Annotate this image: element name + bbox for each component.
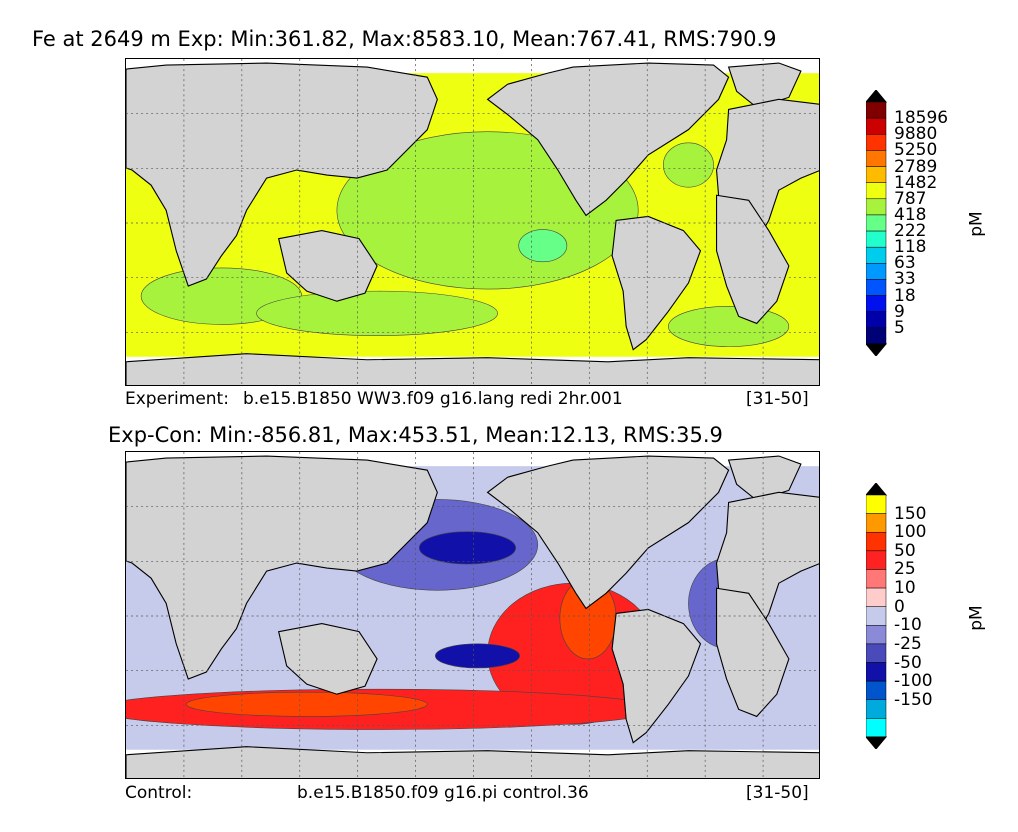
colorbar-tick-label: 222 bbox=[894, 221, 927, 242]
land-australia bbox=[277, 623, 378, 695]
colorbar-swatch bbox=[866, 295, 887, 312]
land-africa-eurasia bbox=[126, 455, 438, 680]
land-south-america bbox=[611, 215, 702, 351]
colorbar-swatch bbox=[866, 101, 887, 119]
panel1-caption-left: Experiment: bbox=[125, 389, 229, 409]
land-south-america bbox=[611, 608, 702, 744]
southern-ocean-mid-region bbox=[256, 290, 498, 336]
panel2-title: Exp-Con: Min:-856.81, Max:453.51, Mean:1… bbox=[108, 423, 723, 447]
colorbar-swatch bbox=[866, 643, 887, 663]
panel2-colorbar-unit: pM bbox=[966, 605, 987, 631]
colorbar-swatch bbox=[866, 246, 887, 264]
colorbar-tick-label: 18596 bbox=[894, 108, 949, 129]
panel2-caption-left: Control: bbox=[125, 783, 193, 803]
land-antarctica bbox=[126, 746, 819, 778]
colorbar-swatch bbox=[866, 606, 887, 626]
land-north-america bbox=[486, 62, 730, 217]
colorbar-swatch bbox=[866, 182, 887, 200]
panel2-map-svg bbox=[126, 452, 819, 778]
land-north-america bbox=[486, 455, 730, 610]
colorbar-tick-label: 9880 bbox=[894, 124, 938, 145]
north-atlantic-mid-region bbox=[663, 142, 714, 188]
panel2-colorbar: 150 100 50 25 10 0 -10 -25 -50 -100 -150 bbox=[866, 483, 966, 749]
colorbar-swatch bbox=[866, 662, 887, 682]
colorbar-tick-label: -150 bbox=[894, 689, 933, 710]
colorbar-swatch bbox=[866, 625, 887, 645]
pacific-high-region bbox=[518, 229, 568, 263]
panel1-colorbar-unit: pM bbox=[966, 211, 987, 237]
colorbar-swatch bbox=[866, 513, 887, 533]
colorbar-tick-label: 100 bbox=[894, 522, 927, 543]
colorbar-tick-label: 0 bbox=[894, 596, 905, 617]
colorbar-swatch bbox=[866, 699, 887, 719]
colorbar-swatch bbox=[866, 214, 887, 232]
colorbar-swatch bbox=[866, 494, 887, 514]
land-greenland bbox=[727, 62, 802, 109]
colorbar-tick-label: 63 bbox=[894, 253, 916, 274]
panel1-map bbox=[125, 58, 820, 386]
panel2-caption-right: [31-50] bbox=[746, 783, 809, 803]
colorbar-arrow-top bbox=[866, 483, 888, 496]
colorbar-swatch bbox=[866, 327, 887, 345]
panel1-caption-right: [31-50] bbox=[746, 389, 809, 409]
panel2-caption-mid: b.e15.B1850.f09 g16.pi control.36 bbox=[297, 783, 589, 803]
colorbar-swatch bbox=[866, 198, 887, 216]
colorbar-swatch bbox=[866, 279, 887, 296]
colorbar-tick-label: 2789 bbox=[894, 156, 938, 177]
colorbar-tick-label: 150 bbox=[894, 503, 927, 524]
colorbar-tick-label: 418 bbox=[894, 204, 927, 225]
colorbar-swatch bbox=[866, 150, 887, 167]
panel1-title: Fe at 2649 m Exp: Min:361.82, Max:8583.1… bbox=[32, 27, 777, 51]
colorbar-tick-label: 9 bbox=[894, 301, 905, 322]
panel2-map bbox=[125, 451, 820, 779]
land-africa-east bbox=[715, 194, 790, 325]
colorbar-swatch bbox=[866, 587, 887, 607]
colorbar-tick-label: -10 bbox=[894, 615, 922, 636]
colorbar-swatch bbox=[866, 134, 887, 151]
colorbar-swatch bbox=[866, 569, 887, 589]
land-australia bbox=[277, 230, 378, 302]
colorbar-tick-label: -25 bbox=[894, 633, 922, 654]
land-africa-eurasia bbox=[126, 62, 438, 287]
colorbar-swatch bbox=[866, 117, 887, 135]
colorbar-tick-label: 118 bbox=[894, 237, 927, 258]
colorbar-tick-label: 50 bbox=[894, 540, 916, 561]
southern-ocean-strong-positive-band bbox=[185, 691, 428, 717]
colorbar-tick-label: 5 bbox=[894, 317, 905, 338]
panel1-colorbar: 18596 9880 5250 2789 1482 787 418 222 118 63 33 18 9… bbox=[866, 90, 966, 356]
colorbar-tick-label: 33 bbox=[894, 269, 916, 290]
panel1-caption-mid: b.e15.B1850 WW3.f09 g16.lang redi 2hr.00… bbox=[243, 389, 623, 409]
colorbar-swatch bbox=[866, 230, 887, 248]
colorbar-tick-label: 5250 bbox=[894, 140, 938, 161]
colorbar-swatch bbox=[866, 311, 887, 329]
colorbar-tick-label: -50 bbox=[894, 652, 922, 673]
colorbar-arrow-bottom bbox=[866, 736, 888, 749]
colorbar-swatch bbox=[866, 680, 887, 701]
colorbar-tick-label: 1482 bbox=[894, 172, 938, 193]
colorbar-swatch bbox=[866, 718, 887, 738]
colorbar-swatch bbox=[866, 550, 887, 570]
land-antarctica bbox=[126, 353, 819, 385]
north-pacific-strong-negative-region bbox=[418, 531, 516, 565]
colorbar-swatch bbox=[866, 166, 887, 183]
land-africa-east bbox=[715, 587, 790, 718]
colorbar-tick-label: 25 bbox=[894, 559, 916, 580]
land-greenland bbox=[727, 455, 802, 502]
colorbar-tick-label: 18 bbox=[894, 285, 916, 306]
colorbar-tick-label: 787 bbox=[894, 188, 927, 209]
colorbar-tick-label: -100 bbox=[894, 671, 933, 692]
colorbar-arrow-bottom bbox=[866, 343, 888, 356]
colorbar-tick-label: 10 bbox=[894, 578, 916, 599]
colorbar-swatch bbox=[866, 531, 887, 552]
panel2-colorbar-svg bbox=[866, 483, 888, 749]
panel1-map-svg bbox=[126, 59, 819, 385]
colorbar-swatch bbox=[866, 263, 887, 280]
panel1-colorbar-svg bbox=[866, 90, 888, 356]
south-atlantic-mid-region bbox=[668, 305, 790, 347]
colorbar-arrow-top bbox=[866, 90, 888, 103]
central-pacific-negative-region bbox=[435, 643, 521, 669]
